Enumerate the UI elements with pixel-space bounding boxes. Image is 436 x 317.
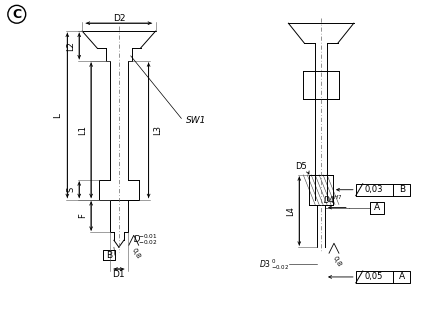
Text: SW1: SW1 (186, 116, 207, 125)
Text: S: S (66, 187, 75, 192)
Text: $D4^{H7}$: $D4^{H7}$ (323, 193, 343, 206)
Text: C: C (12, 8, 21, 21)
Text: D5: D5 (296, 162, 307, 171)
Text: D2: D2 (112, 14, 125, 23)
Text: L3: L3 (153, 125, 163, 135)
Text: B: B (106, 251, 112, 260)
Text: L1: L1 (78, 125, 87, 135)
Text: $D3\,^{0}_{-0.02}$: $D3\,^{0}_{-0.02}$ (259, 257, 290, 272)
Text: L: L (53, 113, 62, 118)
Text: A: A (399, 272, 405, 281)
Text: D1: D1 (112, 270, 125, 280)
Text: A: A (374, 203, 380, 212)
Text: F: F (78, 214, 87, 218)
Text: 0,05: 0,05 (364, 272, 383, 281)
Text: L2: L2 (66, 41, 75, 51)
Text: 0,8: 0,8 (331, 255, 342, 268)
Text: $D\!^{-0.01}_{-0.02}$: $D\!^{-0.01}_{-0.02}$ (133, 232, 157, 247)
Text: 0,8: 0,8 (131, 247, 142, 260)
Text: 0,03: 0,03 (364, 185, 383, 194)
Text: B: B (399, 185, 405, 194)
Text: L4: L4 (286, 206, 295, 216)
